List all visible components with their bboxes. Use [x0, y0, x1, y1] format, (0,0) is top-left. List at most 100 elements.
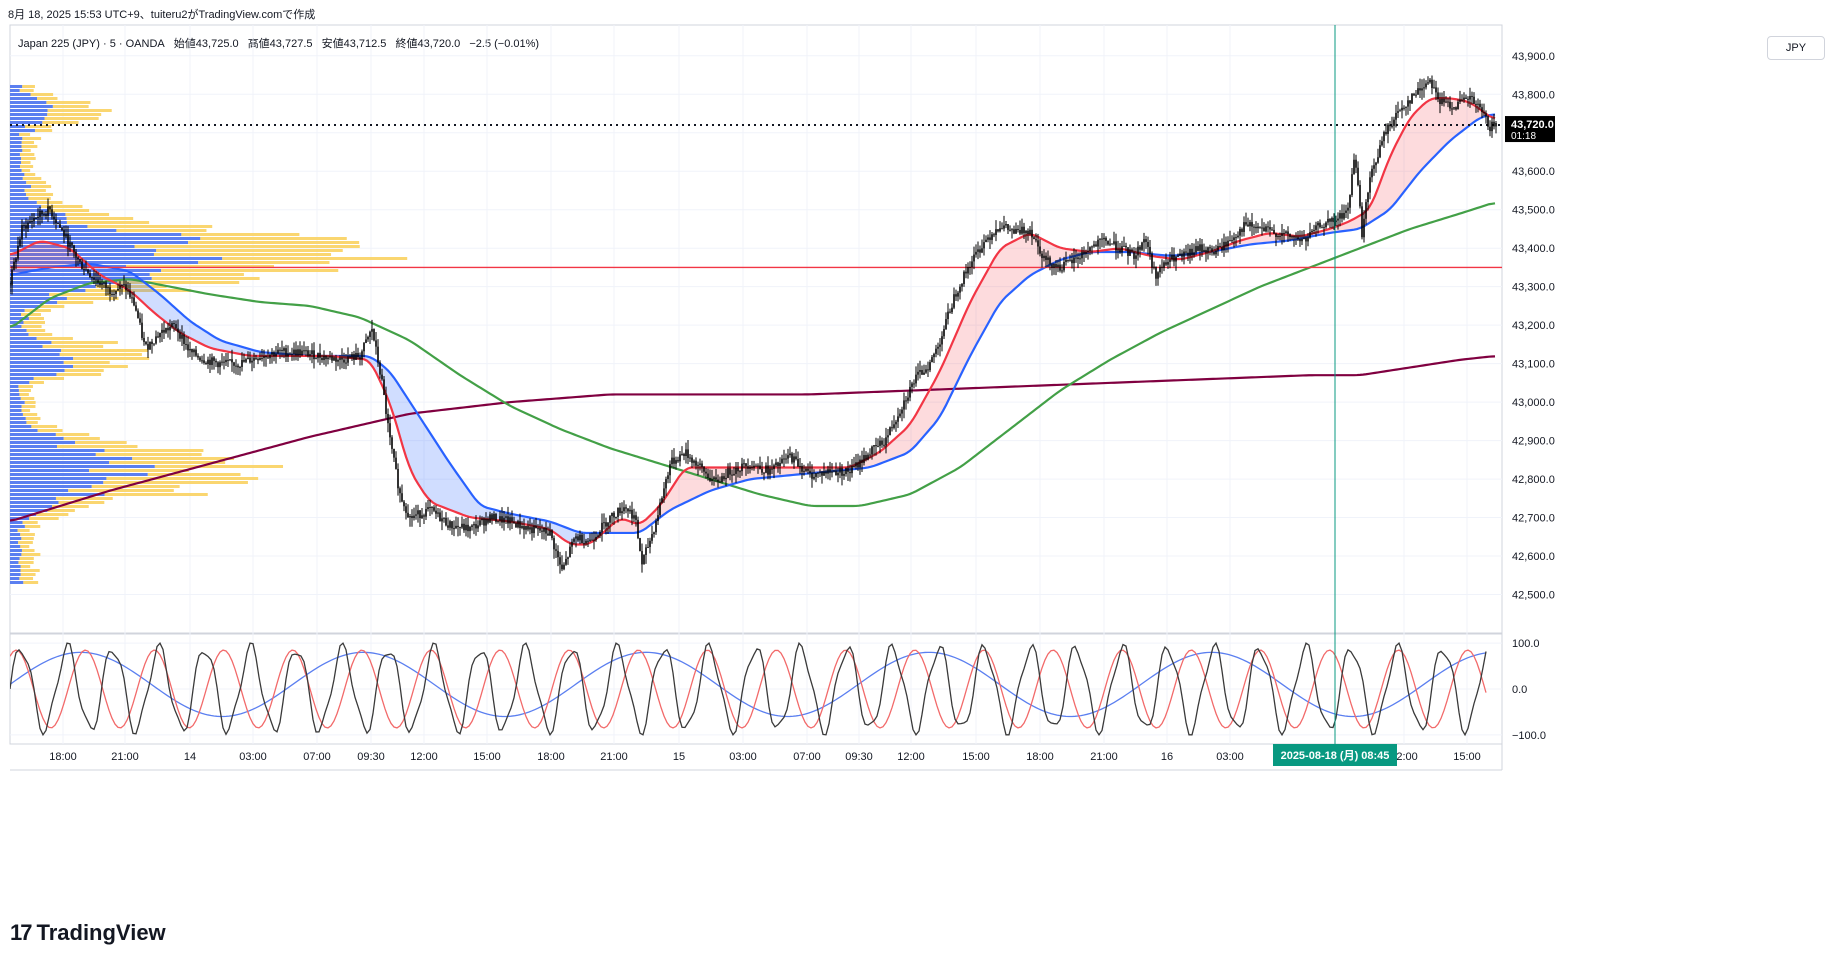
volume-bar-down [21, 145, 38, 148]
candle-body [1327, 218, 1329, 223]
time-tick-label: 18:00 [49, 751, 77, 763]
candle-body [721, 476, 723, 482]
price-tick-label: 43,400.0 [1512, 243, 1555, 255]
candle-body [1033, 237, 1035, 240]
candle-body [73, 245, 75, 252]
ema-cloud-segment [754, 467, 757, 479]
crosshair-date-label: 2025-08-18 (月) 08:45 [1281, 749, 1390, 762]
candle-body [209, 359, 211, 365]
candle-body [355, 352, 357, 360]
volume-bar-down [134, 245, 360, 248]
candle-body [471, 525, 473, 527]
candle-body [659, 502, 661, 516]
candle-body [399, 488, 401, 494]
candle-body [305, 350, 307, 352]
candle-body [207, 359, 209, 365]
candle-body [747, 466, 749, 469]
candle-body [165, 327, 167, 333]
ema-cloud-segment [886, 444, 889, 462]
candle-body [321, 357, 323, 361]
candle-body [861, 459, 863, 463]
candle-body [1019, 229, 1021, 234]
volume-bar-down [57, 301, 94, 304]
candle-body [501, 516, 503, 523]
currency-selector[interactable]: JPY [1767, 36, 1825, 60]
symbol-name[interactable]: Japan 225 (JPY) · 5 · OANDA [18, 38, 165, 50]
candle-body [407, 512, 409, 518]
candle-body [1453, 107, 1455, 109]
candle-body [445, 517, 447, 526]
volume-bar-up [10, 93, 31, 96]
candle-body [129, 290, 131, 298]
ema-cloud-segment [454, 469, 457, 513]
volume-bar-up [10, 485, 92, 488]
volume-bar-up [10, 409, 22, 412]
ema-cloud-segment [616, 520, 619, 533]
ema-cloud-segment [46, 242, 49, 269]
volume-bar-up [10, 393, 20, 396]
candle-body [487, 518, 489, 523]
ema-cloud-segment [154, 289, 157, 315]
candle-body [493, 513, 495, 520]
volume-bar-up [10, 533, 21, 536]
candle-body [1177, 255, 1179, 257]
oscillator-signal-line [10, 651, 1487, 718]
candle-body [243, 360, 245, 362]
volume-bar-up [10, 361, 64, 364]
candle-body [259, 358, 261, 361]
candle-body [219, 362, 221, 368]
candle-body [29, 221, 31, 223]
candle-body [851, 465, 853, 474]
candle-body [473, 524, 475, 526]
candle-body [111, 294, 113, 296]
volume-bar-up [10, 101, 47, 104]
candle-body [77, 257, 79, 260]
ema-cloud-segment [58, 245, 61, 267]
candle-body [457, 525, 459, 527]
candle-body [23, 225, 25, 227]
candle-body [275, 353, 277, 357]
ema-cloud-segment [1459, 99, 1462, 134]
volume-bar-down [47, 209, 90, 212]
candle-body [1107, 240, 1109, 245]
candle-body [1417, 88, 1419, 95]
candle-body [625, 507, 627, 509]
candle-body [231, 359, 233, 363]
volume-bar-up [10, 429, 38, 432]
time-tick-label: 18:00 [1026, 751, 1054, 763]
price-tick-label: 42,600.0 [1512, 551, 1555, 563]
chart-frame [9, 24, 1503, 771]
ohlc-high: 高値43,727.5 [247, 38, 313, 50]
candle-body [881, 440, 883, 445]
candle-body [907, 397, 909, 401]
ema-cloud-segment [1264, 233, 1267, 243]
ema-cloud-segment [439, 446, 442, 507]
candle-body [615, 516, 617, 518]
volume-bar-up [10, 577, 20, 580]
candle-body [929, 362, 931, 371]
volume-bar-down [29, 517, 59, 520]
oscillator-tick-label: 100.0 [1512, 638, 1540, 650]
candle-body [335, 357, 337, 362]
candle-body [1407, 100, 1409, 107]
candle-body [693, 460, 695, 463]
candle-body [1325, 222, 1327, 228]
candle-body [515, 523, 517, 528]
candle-body [793, 456, 795, 463]
candle-body [711, 479, 713, 482]
candle-body [545, 527, 547, 534]
candle-body [1395, 112, 1397, 120]
ema-cloud-segment [562, 526, 565, 541]
volume-bar-down [36, 337, 73, 340]
candle-body [153, 343, 155, 345]
tradingview-logo[interactable]: 17 TradingView [10, 920, 166, 946]
candle-body [313, 350, 315, 360]
candle-body [903, 400, 905, 410]
candle-body [1171, 254, 1173, 260]
candle-body [765, 465, 767, 473]
candle-body [1095, 244, 1097, 247]
candle-body [1135, 255, 1137, 259]
volume-bar-down [154, 465, 284, 468]
candle-body [167, 327, 169, 331]
